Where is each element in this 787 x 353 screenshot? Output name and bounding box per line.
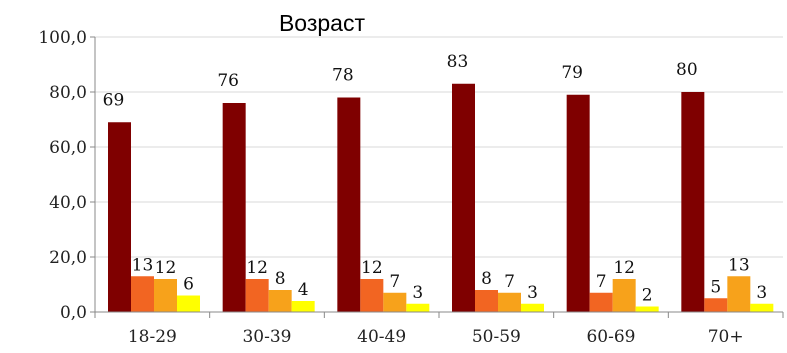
x-tick-label: 30-39	[242, 327, 291, 347]
data-label: 7	[596, 272, 607, 292]
bar	[337, 97, 361, 312]
y-tick-label: 60,0	[49, 138, 87, 158]
data-label: 3	[756, 283, 767, 303]
data-label: 76	[217, 71, 239, 91]
y-tick-label: 80,0	[49, 83, 87, 103]
data-label: 8	[481, 269, 492, 289]
data-label: 69	[103, 90, 125, 110]
y-tick-label: 40,0	[49, 193, 87, 213]
bar	[131, 276, 154, 312]
bar	[406, 303, 430, 312]
bar	[360, 279, 384, 312]
data-label: 12	[613, 258, 635, 278]
bar	[589, 292, 613, 312]
x-tick-label: 60-69	[586, 327, 635, 347]
bar	[452, 83, 475, 312]
data-label: 3	[412, 283, 423, 303]
bar	[291, 301, 315, 312]
data-label: 4	[298, 280, 309, 300]
data-label: 79	[561, 63, 583, 83]
data-label: 7	[504, 272, 515, 292]
bar	[475, 290, 498, 312]
bar	[383, 292, 407, 312]
gridlines	[95, 36, 783, 258]
data-label: 83	[447, 52, 469, 72]
data-label: 2	[642, 286, 653, 306]
bars	[108, 83, 774, 312]
bar	[108, 122, 131, 312]
data-label: 5	[710, 277, 721, 297]
data-label: 12	[155, 258, 177, 278]
bar	[268, 290, 292, 312]
chart-title: Возраст	[279, 10, 366, 36]
y-tick-label: 0,0	[60, 303, 87, 323]
x-tick-label: 18-29	[128, 327, 177, 347]
bar	[222, 103, 246, 312]
data-label: 13	[132, 255, 154, 275]
data-label: 78	[332, 66, 354, 86]
axes	[90, 36, 784, 318]
bar	[612, 279, 636, 312]
data-label: 7	[389, 272, 400, 292]
x-tick-label: 70+	[708, 327, 744, 347]
bar	[498, 292, 521, 312]
data-label: 12	[361, 258, 383, 278]
x-tick-label: 50-59	[472, 327, 521, 347]
bar	[177, 295, 200, 312]
x-tick-label: 40-49	[357, 327, 406, 347]
bar	[521, 303, 544, 312]
data-label: 12	[246, 258, 268, 278]
data-label: 3	[527, 283, 538, 303]
data-label: 8	[275, 269, 286, 289]
bar	[727, 276, 751, 312]
bar	[750, 303, 774, 312]
bar	[245, 279, 269, 312]
bar	[154, 279, 177, 312]
data-label: 6	[183, 275, 194, 295]
data-label: 80	[676, 60, 698, 80]
bar	[704, 298, 728, 312]
bar	[635, 306, 659, 312]
y-tick-label: 100,0	[38, 28, 87, 48]
data-label: 13	[728, 255, 750, 275]
bar	[566, 94, 590, 312]
bar	[681, 92, 705, 312]
y-tick-label: 20,0	[49, 248, 87, 268]
